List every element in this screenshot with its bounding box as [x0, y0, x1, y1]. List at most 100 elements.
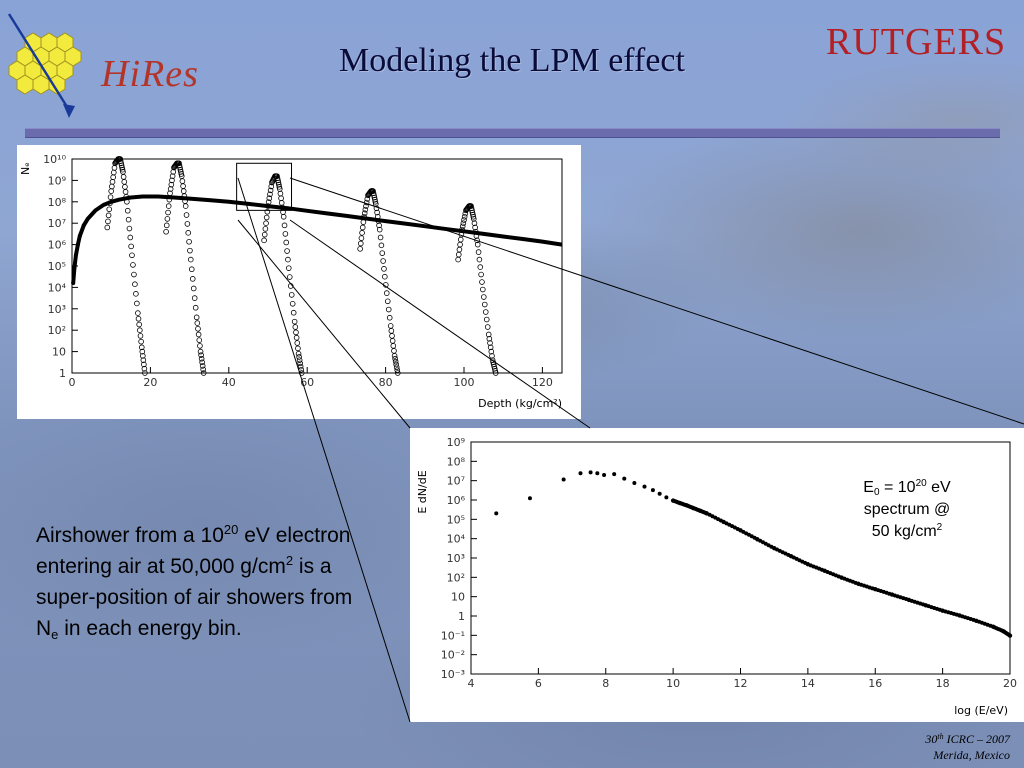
depth-chart-data-point — [107, 200, 113, 207]
spectrum-chart-y-tick-label: 10⁴ — [447, 533, 466, 546]
depth-chart-data-point — [283, 239, 290, 246]
depth-chart-data-point — [199, 359, 205, 366]
depth-chart-data-point — [278, 195, 284, 202]
depth-chart-data-point — [141, 365, 148, 372]
hires-logo-text: HiRes — [101, 53, 199, 95]
depth-chart-data-point — [391, 348, 397, 354]
depth-chart-data-point — [476, 256, 483, 263]
depth-chart-data-point — [77, 234, 82, 239]
depth-chart-data-point — [200, 370, 207, 376]
depth-chart-data-point — [108, 188, 114, 194]
depth-chart-data-point — [381, 266, 387, 272]
spectrum-chart-y-tick-label: 10⁸ — [447, 455, 466, 468]
depth-chart-data-point — [197, 343, 203, 349]
spectrum-chart-y-tick-label: 1 — [458, 610, 465, 623]
depth-chart-data-point — [131, 271, 137, 278]
depth-chart-data-point — [109, 183, 115, 190]
depth-chart-data-point — [483, 316, 490, 323]
depth-chart-y-tick-label: 10³ — [48, 303, 66, 316]
depth-chart-data-point — [357, 246, 363, 252]
spectrum-chart-data-point — [642, 484, 647, 489]
spectrum-annotation: E0 = 1020 eV spectrum @50 kg/cm2 — [863, 478, 951, 541]
depth-chart-data-point — [119, 166, 126, 173]
depth-chart-data-point — [390, 343, 397, 349]
depth-chart-data-point — [293, 334, 300, 341]
spectrum-chart: E dN/dE log (E/eV) 4 6 8 10 12 14 16 18 20 10⁻³ 10… — [416, 436, 1017, 717]
spectrum-chart-data-point — [595, 471, 600, 476]
depth-chart-data-point — [128, 243, 134, 250]
depth-chart-data-point — [73, 253, 78, 258]
depth-chart-data-point — [139, 348, 146, 355]
depth-chart-data-point — [285, 265, 292, 271]
spectrum-chart-data-point — [527, 496, 532, 501]
depth-chart-data-point — [167, 186, 174, 192]
spectrum-chart-y-tick-label: 10⁻¹ — [441, 629, 465, 642]
depth-chart-data-point — [359, 230, 365, 236]
depth-chart-y-tick-label: 10 — [52, 346, 66, 359]
depth-chart-data-point — [194, 320, 201, 326]
spectrum-chart-data-point — [657, 491, 662, 496]
depth-chart-data-point — [455, 256, 461, 263]
depth-chart-data-point — [289, 301, 296, 307]
depth-chart-data-point — [455, 251, 462, 258]
spectrum-chart-y-tick-label: 10² — [447, 571, 465, 584]
depth-chart-data-point — [141, 361, 147, 368]
depth-chart-data-point — [197, 348, 204, 355]
title-divider — [25, 128, 1000, 138]
depth-chart-data-point — [71, 281, 76, 286]
depth-chart-data-point — [286, 274, 293, 280]
depth-chart-data-point — [389, 338, 396, 344]
spectrum-chart-data-point — [1007, 633, 1013, 638]
depth-chart-x-tick-label: 80 — [379, 376, 393, 389]
spectrum-chart-x-tick-label: 18 — [936, 677, 950, 690]
depth-chart-data-point — [184, 221, 191, 227]
depth-chart-data-point — [164, 216, 171, 222]
spectrum-chart-data-point — [494, 511, 499, 516]
depth-chart-data-point — [72, 266, 77, 271]
depth-chart-data-point — [120, 174, 127, 180]
depth-chart-data-point — [166, 196, 173, 203]
depth-chart-data-point — [263, 220, 269, 226]
depth-chart-data-point — [107, 194, 114, 200]
depth-chart-y-tick-label: 10⁸ — [48, 196, 67, 209]
depth-chart-data-point — [195, 325, 201, 332]
depth-chart-data-point — [168, 181, 175, 188]
depth-chart-data-point — [480, 286, 486, 293]
spectrum-chart-y-tick-label: 10⁻³ — [441, 668, 465, 681]
depth-chart-data-point — [484, 324, 491, 330]
depth-chart-series-line — [71, 194, 563, 284]
depth-chart-data-point — [477, 264, 484, 270]
depth-chart-y-tick-label: 10¹⁰ — [43, 153, 66, 166]
depth-chart-x-tick-label: 120 — [532, 376, 553, 389]
spectrum-chart-data-point — [664, 495, 669, 500]
depth-chart-data-point — [129, 252, 135, 259]
depth-chart-data-point — [280, 213, 287, 220]
spectrum-chart-data-point — [578, 471, 583, 476]
depth-chart-data-point — [196, 337, 203, 343]
depth-chart-data-point — [124, 198, 130, 205]
depth-chart-data-point — [189, 276, 196, 282]
depth-chart-data-point — [456, 246, 463, 253]
spectrum-chart-x-tick-label: 8 — [602, 677, 609, 690]
body-description: Airshower from a 1020 eV electron enteri… — [36, 522, 353, 642]
depth-chart-data-point — [360, 219, 367, 225]
depth-chart-y-tick-label: 10² — [48, 324, 66, 337]
depth-chart-data-point — [263, 214, 270, 221]
depth-chart-data-point — [170, 169, 177, 175]
spectrum-chart-x-tick-label: 4 — [468, 677, 475, 690]
depth-chart-data-point — [292, 324, 299, 330]
depth-chart-data-point — [457, 241, 463, 248]
depth-chart-data-point — [138, 344, 145, 351]
depth-chart-data-point — [379, 250, 386, 256]
spectrum-chart-xlabel: log (E/eV) — [954, 704, 1008, 717]
spectrum-chart-y-tick-label: 10⁹ — [447, 436, 465, 449]
rutgers-logo: RUTGERS — [826, 21, 1007, 63]
depth-chart-data-point — [385, 306, 392, 313]
depth-chart-data-point — [179, 178, 186, 184]
depth-chart-data-point — [380, 258, 386, 264]
depth-chart-data-point — [288, 292, 295, 298]
spectrum-chart-x-tick-label: 10 — [666, 677, 680, 690]
depth-chart-data-point — [378, 242, 385, 249]
depth-chart-data-point — [377, 234, 384, 241]
depth-chart-data-point — [169, 173, 176, 179]
